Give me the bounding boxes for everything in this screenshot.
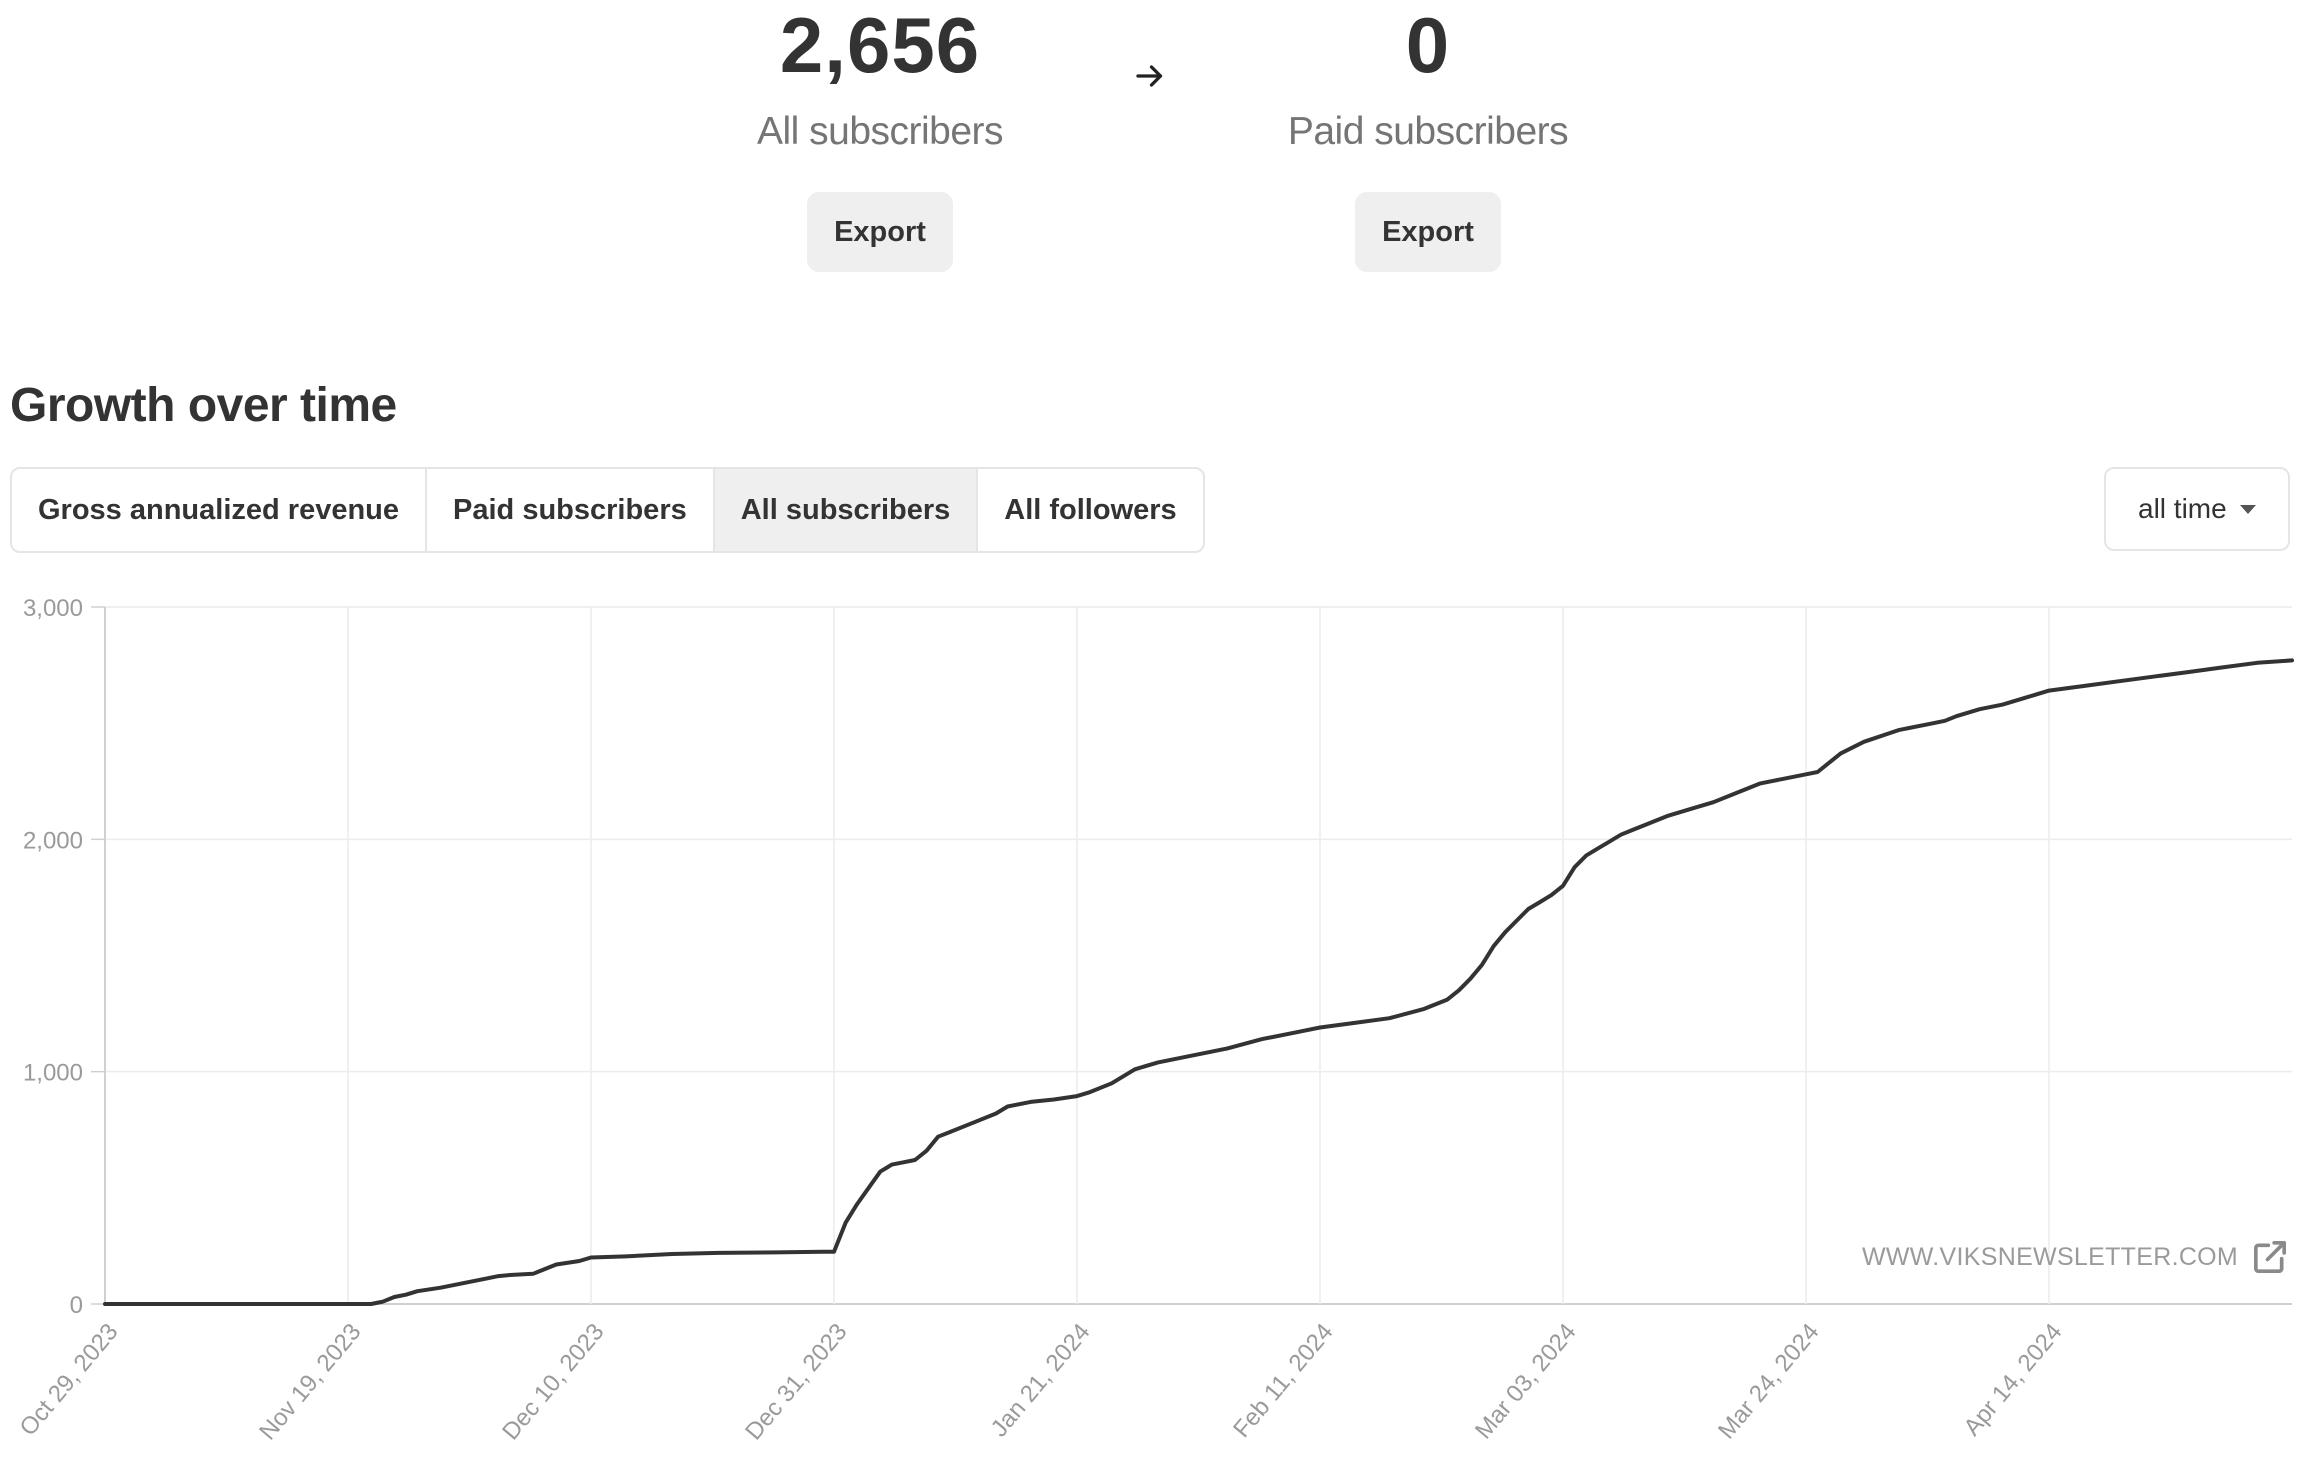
arrow-right-icon bbox=[1136, 65, 1163, 87]
y-tick-label: 2,000 bbox=[23, 827, 83, 854]
export-paid-subscribers-button[interactable]: Export bbox=[1355, 192, 1501, 272]
tab-gross-annualized-revenue[interactable]: Gross annualized revenue bbox=[12, 469, 428, 551]
y-tick-label: 0 bbox=[70, 1292, 83, 1319]
all-subscribers-count: 2,656 bbox=[779, 1, 981, 89]
paid-subscribers-label: Paid subscribers bbox=[1287, 110, 1569, 153]
watermark-text: WWW.VIKSNEWSLETTER.COM bbox=[1862, 1242, 2239, 1271]
x-tick-label: Apr 14, 2024 bbox=[1959, 1319, 2068, 1442]
x-tick-label: Dec 10, 2023 bbox=[497, 1319, 609, 1446]
all-subscribers-stat: 2,656 All subscribers Export bbox=[700, 0, 1060, 272]
section-title: Growth over time bbox=[10, 379, 397, 432]
all-subscribers-label: All subscribers bbox=[756, 110, 1004, 153]
tab-all-subscribers[interactable]: All subscribers bbox=[714, 469, 979, 551]
metric-tabs: Gross annualized revenue Paid subscriber… bbox=[10, 467, 1205, 553]
time-range-value: all time bbox=[2138, 493, 2227, 524]
tab-paid-subscribers[interactable]: Paid subscribers bbox=[427, 469, 715, 551]
export-all-subscribers-button[interactable]: Export bbox=[807, 192, 953, 272]
y-tick-label: 3,000 bbox=[23, 595, 83, 622]
external-link-icon bbox=[2254, 1241, 2287, 1273]
tab-all-followers[interactable]: All followers bbox=[1004, 494, 1177, 526]
x-tick-label: Mar 03, 2024 bbox=[1470, 1319, 1582, 1445]
series-line bbox=[103, 658, 2294, 1306]
caret-down-icon bbox=[2240, 505, 2256, 514]
watermark[interactable]: WWW.VIKSNEWSLETTER.COM bbox=[1862, 1237, 2290, 1277]
y-tick-label: 1,000 bbox=[23, 1060, 83, 1087]
x-tick-label: Nov 19, 2023 bbox=[254, 1319, 366, 1446]
x-tick-label: Dec 31, 2023 bbox=[740, 1319, 852, 1446]
paid-subscribers-stat: 0 Paid subscribers Export bbox=[1248, 0, 1608, 272]
time-range-select[interactable]: all time bbox=[2104, 467, 2290, 551]
paid-subscribers-count: 0 bbox=[1405, 1, 1451, 89]
x-tick-label: Jan 21, 2024 bbox=[986, 1319, 1096, 1443]
x-tick-label: Oct 29, 2023 bbox=[15, 1319, 124, 1442]
growth-chart: 0 1,000 2,000 3,000 Oct 29, 2023 Nov 19, 2023… bbox=[15, 595, 2294, 1446]
x-tick-label: Feb 11, 2024 bbox=[1228, 1319, 1338, 1443]
x-tick-label: Mar 24, 2024 bbox=[1713, 1319, 1825, 1445]
